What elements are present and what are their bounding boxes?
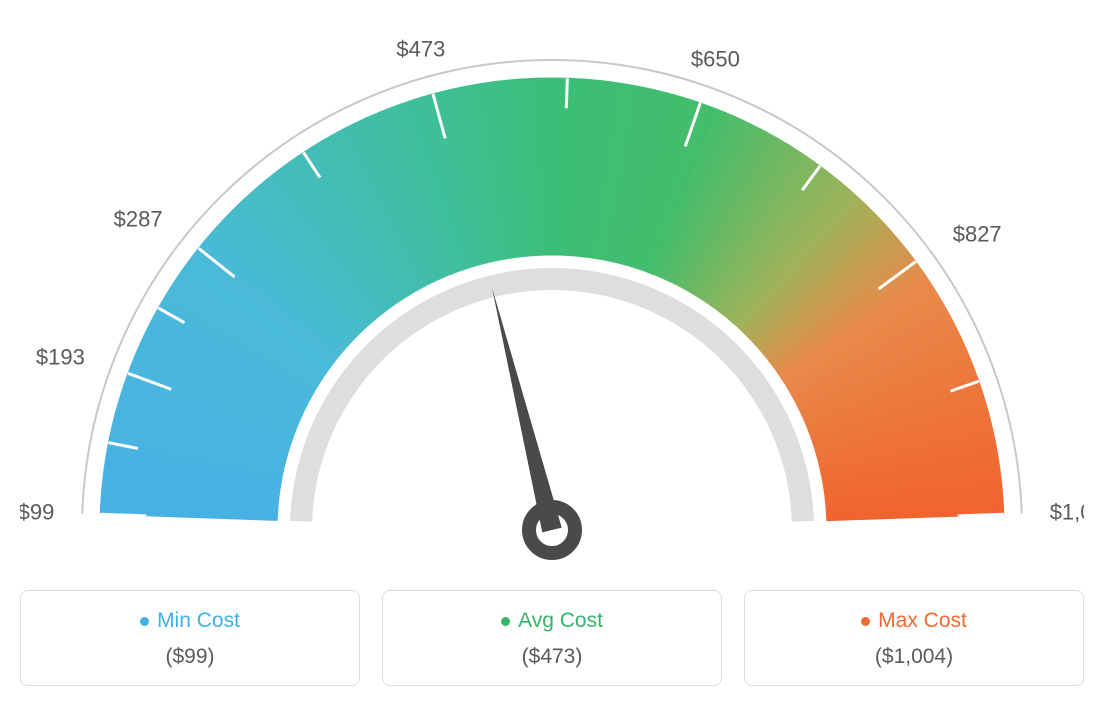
gauge-tick-label: $99 — [20, 500, 54, 525]
legend-value-min: ($99) — [31, 645, 349, 669]
legend-value-max: ($1,004) — [755, 645, 1073, 669]
legend-title-max: Max Cost — [861, 609, 967, 633]
gauge-tick-label: $827 — [953, 221, 1002, 246]
gauge-color-band — [100, 78, 1003, 521]
legend-title-avg: Avg Cost — [501, 609, 603, 633]
gauge-tick-label: $1,004 — [1050, 500, 1084, 525]
gauge-tick-label: $473 — [396, 37, 445, 62]
legend-card-min: Min Cost ($99) — [20, 590, 360, 686]
legend-value-avg: ($473) — [393, 645, 711, 669]
legend-card-max: Max Cost ($1,004) — [744, 590, 1084, 686]
legend-row: Min Cost ($99) Avg Cost ($473) Max Cost ($1,0… — [20, 590, 1084, 686]
legend-title-text: Avg Cost — [518, 609, 603, 633]
legend-title-min: Min Cost — [140, 609, 240, 633]
cost-gauge: $99 $193 $287 $473 $650 $827 $1,004 — [20, 20, 1084, 580]
gauge-tick-label: $650 — [691, 47, 740, 72]
gauge-needle — [492, 287, 562, 532]
legend-dot-icon — [861, 617, 870, 626]
gauge-svg: $99 $193 $287 $473 $650 $827 $1,004 — [20, 20, 1084, 580]
legend-card-avg: Avg Cost ($473) — [382, 590, 722, 686]
legend-title-text: Min Cost — [157, 609, 240, 633]
legend-dot-icon — [140, 617, 149, 626]
gauge-tick-label: $287 — [114, 207, 163, 232]
gauge-tick-label: $193 — [36, 344, 85, 369]
legend-dot-icon — [501, 617, 510, 626]
legend-title-text: Max Cost — [878, 609, 967, 633]
